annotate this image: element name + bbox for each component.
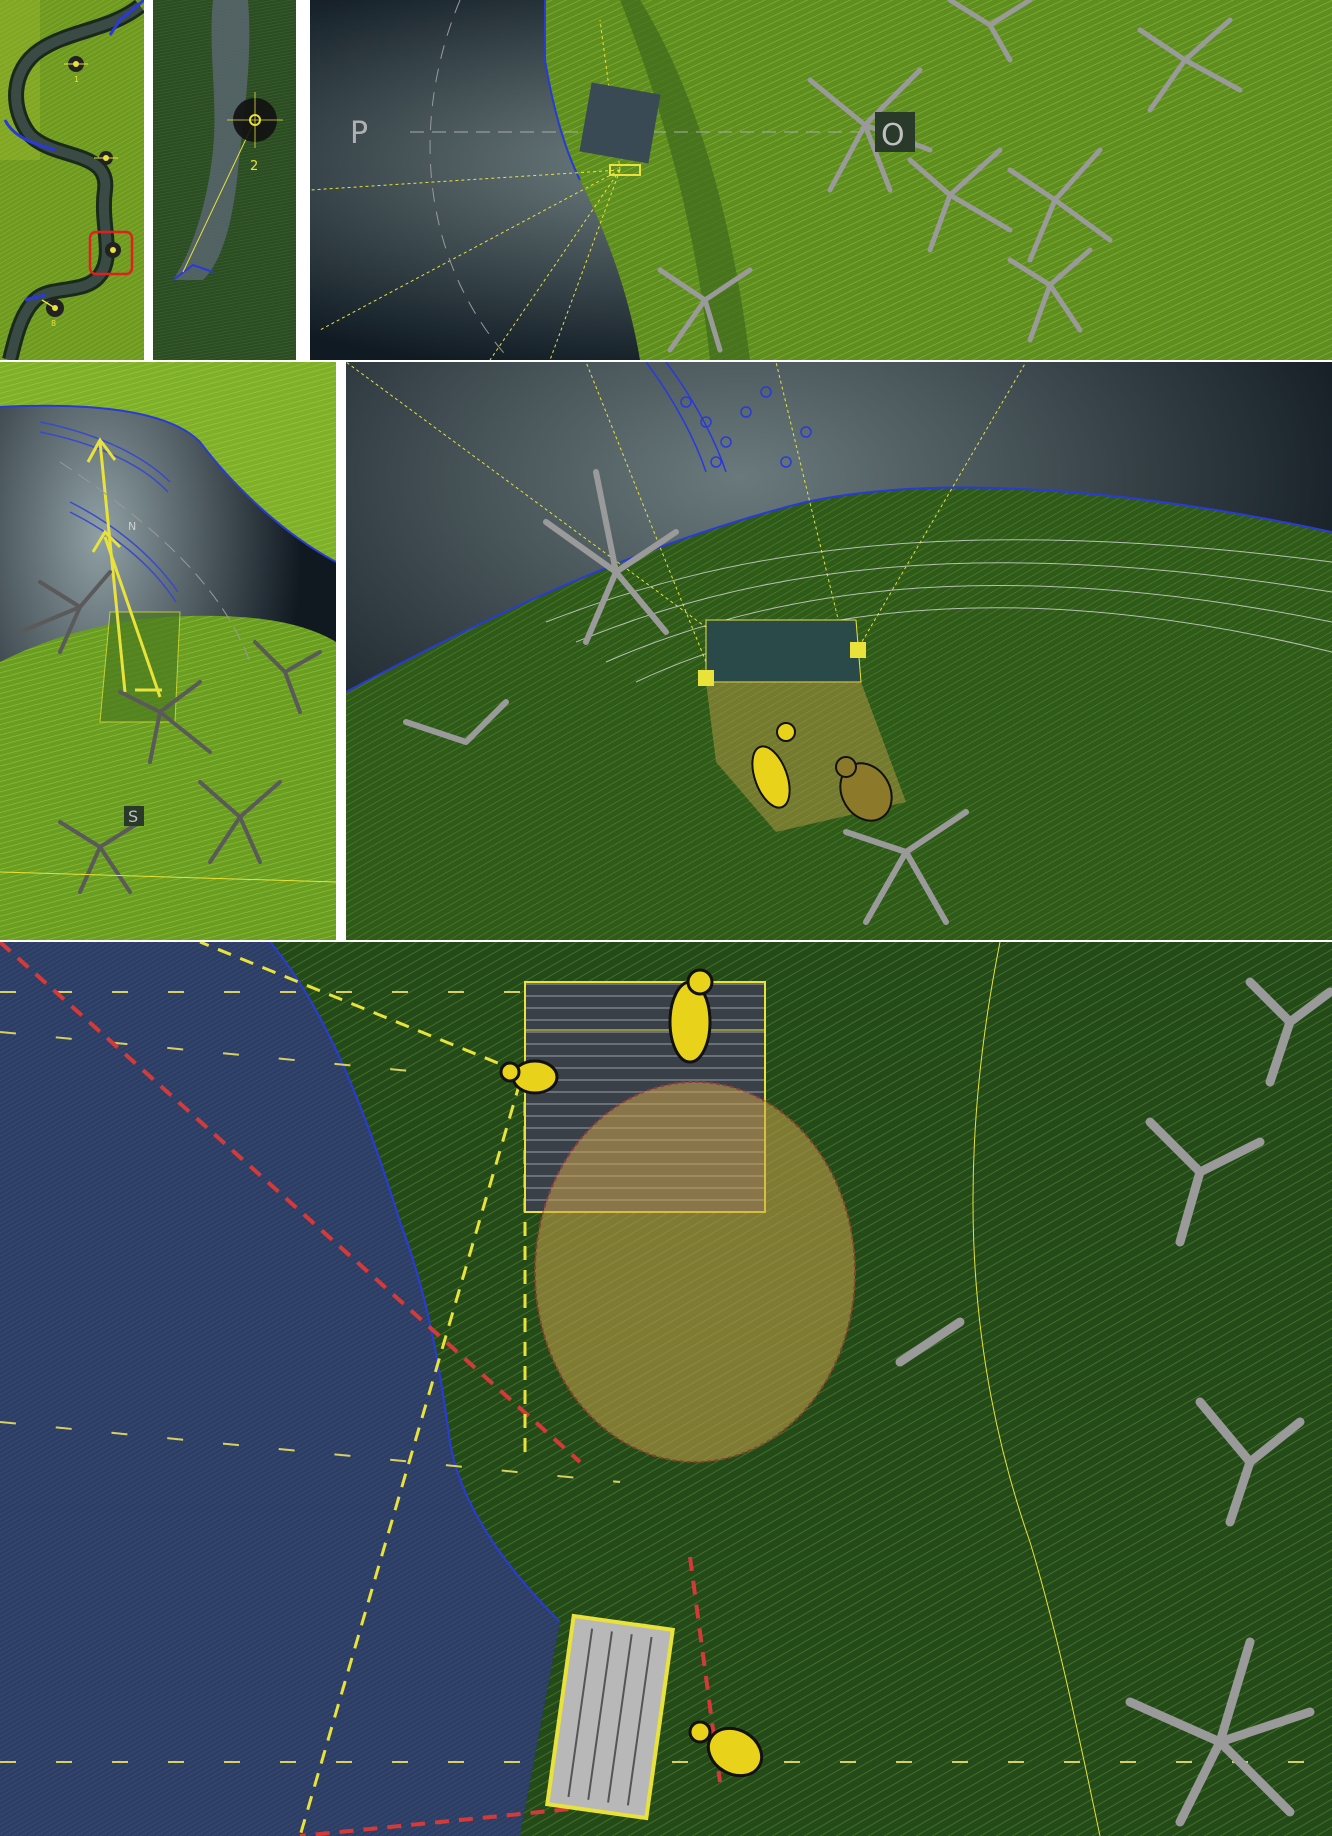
- tree-symbols: [895, 977, 1332, 1827]
- site-marker-1[interactable]: 1: [64, 56, 88, 84]
- sightlines: [346, 362, 1027, 663]
- svg-text:O: O: [881, 118, 905, 153]
- zone-label-o: O: [875, 112, 915, 153]
- top-plan-panel: P O: [310, 0, 1332, 360]
- svg-text:P: P: [350, 116, 368, 151]
- deck-platform-lower[interactable]: [545, 1613, 675, 1821]
- dashed-guide-lines: [0, 991, 1332, 1763]
- site-marker-2[interactable]: [94, 151, 118, 165]
- overview-map: 1 8: [0, 0, 144, 360]
- river-channel: [173, 0, 250, 280]
- deck-detail-panel: [0, 942, 1332, 1836]
- zone-label-s: S: [124, 806, 144, 826]
- svg-text:8: 8: [51, 319, 56, 328]
- deck-platform[interactable]: [579, 82, 661, 176]
- overview-map-panel: 1 8: [0, 0, 144, 360]
- north-label: N: [128, 520, 136, 533]
- gathering-zone: [534, 1081, 856, 1463]
- person-figure-sitting: [835, 756, 893, 822]
- satellite-detail-panel: 2: [153, 0, 296, 360]
- platform-plan: [346, 362, 1332, 940]
- satellite-detail: 2: [153, 0, 296, 360]
- person-figure-bottom: [688, 1720, 764, 1778]
- person-figure-top: [668, 968, 714, 1064]
- person-figure-standing: [751, 722, 796, 809]
- svg-text:1: 1: [74, 75, 79, 84]
- sight-section: N S: [0, 362, 336, 940]
- top-plan: P O: [310, 0, 1332, 360]
- view-arrows: [86, 437, 162, 698]
- site-marker-highlighted[interactable]: [88, 230, 134, 276]
- svg-text:S: S: [128, 807, 138, 826]
- tree-symbols: [657, 0, 1243, 353]
- deck-detail: [0, 942, 1332, 1836]
- person-figure-left: [499, 1059, 559, 1095]
- site-marker-2[interactable]: 2: [227, 92, 283, 174]
- zone-label-p: P: [350, 116, 368, 151]
- marker-label: 2: [250, 159, 258, 174]
- site-marker-8[interactable]: 8: [41, 299, 64, 328]
- platform-plan-panel: [346, 362, 1332, 940]
- sight-section-panel: N S: [0, 362, 336, 940]
